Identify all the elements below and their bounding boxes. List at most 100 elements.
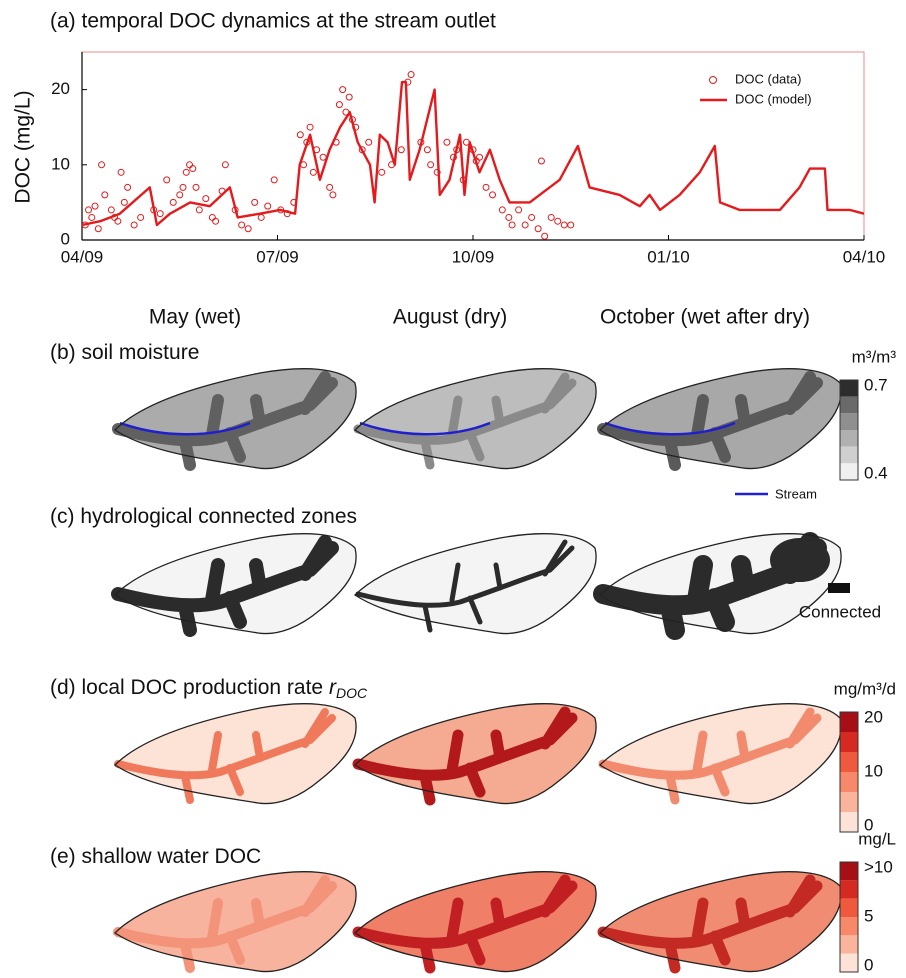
data-point xyxy=(117,168,125,176)
data-point xyxy=(182,168,190,176)
colorbar-tick-label: 0.4 xyxy=(864,463,888,482)
legend-marker xyxy=(709,76,717,84)
data-point xyxy=(554,217,562,225)
data-point xyxy=(567,221,575,229)
data-point xyxy=(537,157,545,165)
maps: May (wet) August (dry) October (wet after … xyxy=(50,306,896,975)
colorbar-step xyxy=(840,792,858,812)
colorbar-frame xyxy=(839,711,859,833)
colorbar-step xyxy=(840,413,858,430)
connected-blob xyxy=(770,538,830,582)
panel-title: (d) local DOC production rate rDOC xyxy=(50,676,368,701)
catchment xyxy=(600,534,842,634)
colorbar-step xyxy=(840,712,858,732)
y-tick-label: 20 xyxy=(51,79,70,98)
colorbar-step xyxy=(840,752,858,772)
symbol: r xyxy=(329,676,337,699)
stream-line xyxy=(359,421,491,436)
colorbar-step xyxy=(840,732,858,752)
stream-line xyxy=(119,421,251,436)
data-point xyxy=(508,221,516,229)
colorbar-step xyxy=(840,812,858,832)
data-point xyxy=(107,206,115,214)
data-point xyxy=(195,206,203,214)
stream-legend-label: Stream xyxy=(775,486,817,501)
x-tick-label: 10/09 xyxy=(452,247,495,266)
colorbar-unit: mg/L xyxy=(858,829,896,848)
colorbar-step xyxy=(840,430,858,447)
data-point xyxy=(528,213,536,221)
data-point xyxy=(476,153,484,161)
data-point xyxy=(85,206,93,214)
data-point xyxy=(202,195,210,203)
data-point xyxy=(130,221,138,229)
data-point xyxy=(124,183,132,191)
data-point xyxy=(443,138,451,146)
data-point xyxy=(244,225,252,233)
data-point xyxy=(101,191,109,199)
data-point xyxy=(498,206,506,214)
data-point xyxy=(212,217,220,225)
data-point xyxy=(345,93,353,101)
colorbar-tick-label: 0 xyxy=(864,815,873,834)
data-point xyxy=(339,86,347,94)
colorbar-tick-label: 5 xyxy=(864,906,873,925)
data-point xyxy=(378,168,386,176)
x-tick-label: 07/09 xyxy=(256,247,299,266)
model-line xyxy=(81,80,865,227)
data-point xyxy=(326,183,334,191)
data-point xyxy=(270,176,278,184)
data-point xyxy=(541,232,549,240)
data-point xyxy=(163,176,171,184)
x-tick-label: 01/10 xyxy=(647,247,690,266)
data-point xyxy=(547,213,555,221)
stream-line xyxy=(604,421,736,436)
colorbar-step xyxy=(840,862,858,881)
data-point xyxy=(176,191,184,199)
y-axis-label: DOC (mg/L) xyxy=(12,90,35,203)
catchment xyxy=(354,533,597,635)
legend-label: DOC (data) xyxy=(735,71,801,86)
data-point xyxy=(186,161,194,169)
panel-title: (b) soil moisture xyxy=(50,341,199,364)
connected-swatch xyxy=(828,583,850,593)
colorbar-tick-label: 0.7 xyxy=(864,375,888,394)
colorbar-unit: mg/m³/d xyxy=(834,679,896,698)
y-tick-label: 0 xyxy=(61,229,70,248)
colorbar-step xyxy=(840,898,858,917)
colorbar-step xyxy=(840,463,858,480)
data-point xyxy=(169,198,177,206)
panel-title-text: (e) shallow water DOC xyxy=(50,845,261,868)
data-point xyxy=(397,146,405,154)
panel-title: (c) hydrological connected zones xyxy=(50,505,357,528)
data-point xyxy=(257,213,265,221)
data-point xyxy=(482,183,490,191)
data-point xyxy=(238,221,246,229)
catchment xyxy=(115,703,357,805)
colorbar-step xyxy=(840,396,858,414)
colorbar-step xyxy=(840,446,858,464)
data-point xyxy=(489,191,497,199)
colorbar-step xyxy=(840,380,858,397)
colorbar-unit: m³/m³ xyxy=(852,347,897,366)
data-point xyxy=(137,213,145,221)
catchment xyxy=(115,368,357,469)
data-point xyxy=(365,138,373,146)
data-point xyxy=(208,213,216,221)
data-point xyxy=(427,161,435,169)
data-point xyxy=(319,153,327,161)
panel-title-text: (c) hydrological connected zones xyxy=(50,505,357,528)
data-point xyxy=(306,123,314,131)
column-heading: August (dry) xyxy=(393,306,507,329)
colorbar-tick-label: 20 xyxy=(864,707,883,726)
data-point xyxy=(329,191,337,199)
catchment xyxy=(600,703,842,804)
panel-title-text: (d) local DOC production rate xyxy=(50,676,329,699)
data-point xyxy=(91,202,99,210)
y-tick-label: 10 xyxy=(51,154,70,173)
subscript: DOC xyxy=(336,685,368,701)
data-point xyxy=(515,206,523,214)
data-point xyxy=(120,198,128,206)
data-point xyxy=(407,71,415,79)
